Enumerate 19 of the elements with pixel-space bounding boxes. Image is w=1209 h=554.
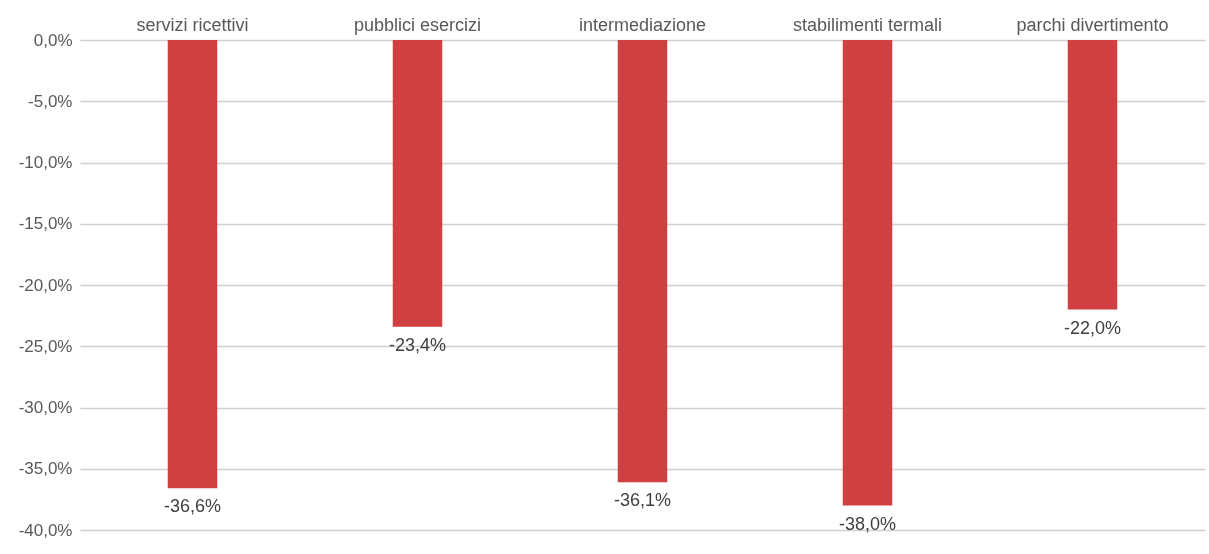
x-tick-label: intermediazione — [578, 14, 707, 35]
data-label: -36,1% — [613, 490, 672, 511]
x-tick-label: servizi ricettivi — [136, 14, 249, 35]
data-label: -36,6% — [163, 496, 222, 517]
y-tick-label: -5,0% — [28, 91, 73, 111]
y-tick-label: -10,0% — [18, 153, 73, 172]
data-label: -22,0% — [1063, 317, 1122, 338]
y-tick-label: -40,0% — [18, 520, 73, 540]
x-tick-label: pubblici esercizi — [353, 14, 482, 35]
y-tick-label: -20,0% — [18, 275, 73, 295]
x-tick-label: parchi divertimento — [1016, 14, 1169, 35]
y-tick-label: -25,0% — [18, 336, 73, 356]
x-tick-label: stabilimenti termali — [792, 14, 943, 35]
y-tick-label: -35,0% — [18, 459, 73, 479]
y-tick-label: -15,0% — [18, 214, 73, 234]
data-label: -38,0% — [838, 513, 897, 534]
y-tick-label: -30,0% — [18, 398, 73, 417]
y-tick-label: 0,0% — [33, 30, 73, 50]
data-label: -23,4% — [388, 334, 447, 355]
